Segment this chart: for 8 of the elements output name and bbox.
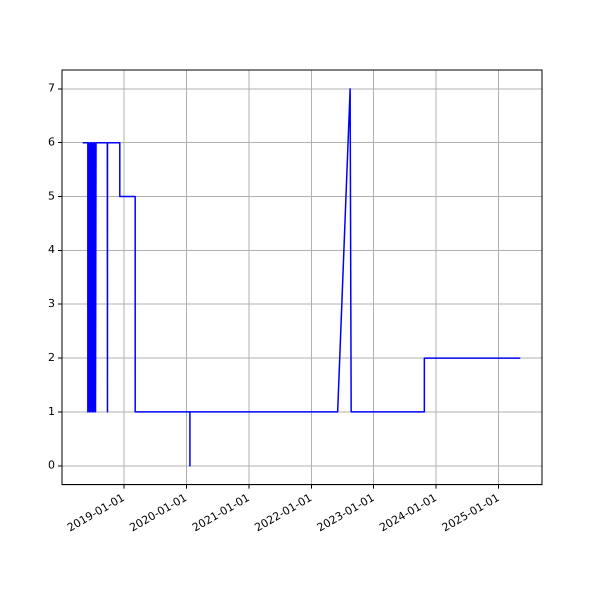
y-tick-label: 6 xyxy=(48,136,55,149)
y-tick-label: 7 xyxy=(48,82,55,95)
y-tick-label: 0 xyxy=(48,458,55,472)
y-tick-label: 2 xyxy=(48,350,55,364)
y-tick-label: 4 xyxy=(48,243,55,256)
y-tick-label: 3 xyxy=(48,297,55,310)
y-tick-label: 1 xyxy=(48,404,55,418)
y-tick-label: 5 xyxy=(48,189,55,202)
